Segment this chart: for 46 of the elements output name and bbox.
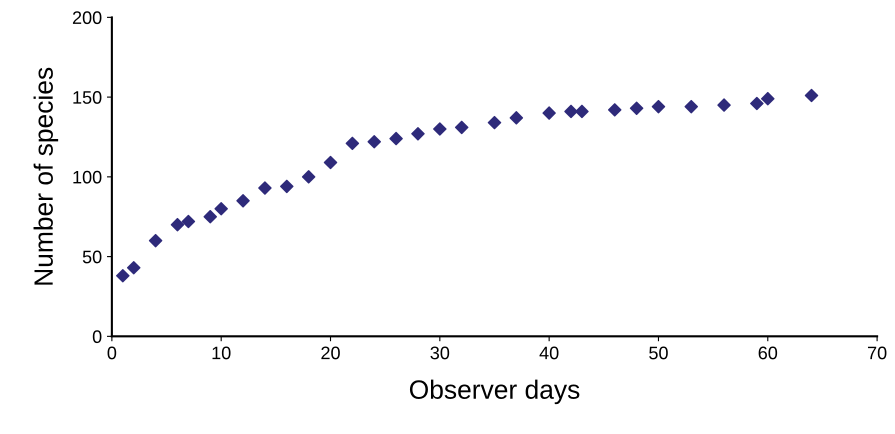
x-tick-label: 10 [212,346,231,360]
x-tick-label: 0 [108,346,116,360]
point [324,156,338,170]
y-axis-title: Number of species [34,68,58,285]
x-tick-label: 60 [758,346,778,360]
point [170,218,184,232]
point [510,111,524,125]
y-tick-label: 50 [82,250,102,264]
point [182,214,196,228]
point [750,96,764,110]
x-tick-label: 70 [868,346,886,360]
point [761,92,775,106]
point [652,100,666,114]
point [717,98,731,112]
point [367,135,381,149]
point [148,234,162,248]
point [126,261,140,275]
y-tick-label: 200 [72,11,102,24]
point [630,102,644,116]
point [258,181,272,195]
point [302,170,316,184]
x-tick-label: 30 [430,346,450,360]
x-axis-title: Observer days [410,380,580,404]
point [684,100,698,114]
x-tick-label: 20 [321,346,340,360]
y-tick-label: 0 [92,330,102,344]
point [575,104,589,118]
point [214,202,228,216]
x-tick-label: 40 [540,346,558,360]
point [608,103,622,117]
point [488,116,502,130]
point [389,132,403,146]
point [346,136,360,150]
point [542,106,556,120]
point [280,180,294,194]
y-tick-label: 100 [73,170,102,184]
point [454,120,468,134]
point [411,127,425,141]
point [204,210,218,224]
point [564,104,578,118]
point [804,88,818,102]
point [236,194,250,208]
point [433,122,447,136]
x-tick-label: 50 [649,346,668,360]
point [116,268,130,282]
y-tick-label: 150 [73,91,102,104]
